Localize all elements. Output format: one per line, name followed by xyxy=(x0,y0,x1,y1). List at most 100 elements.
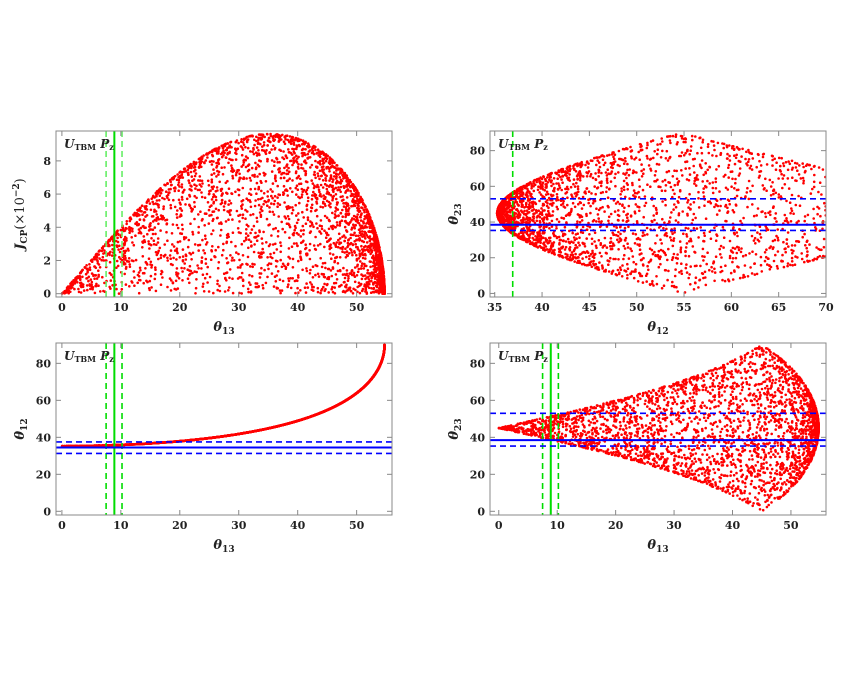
data-point xyxy=(216,151,220,154)
data-point xyxy=(84,272,88,276)
data-point xyxy=(663,251,667,255)
data-point xyxy=(249,213,252,217)
data-point xyxy=(345,174,349,177)
data-point xyxy=(569,167,572,171)
data-point xyxy=(792,212,795,215)
data-point xyxy=(742,273,745,277)
data-point xyxy=(325,187,329,191)
data-point xyxy=(682,154,686,157)
data-point xyxy=(274,179,278,183)
data-point xyxy=(152,239,156,242)
data-point xyxy=(116,264,120,268)
data-point xyxy=(214,207,218,211)
data-point xyxy=(722,175,726,178)
data-point xyxy=(558,184,561,187)
data-point xyxy=(115,259,119,263)
data-point xyxy=(148,225,151,228)
data-point xyxy=(197,157,201,161)
data-point xyxy=(356,221,360,224)
data-point xyxy=(143,205,146,208)
data-point xyxy=(305,269,309,273)
data-point xyxy=(659,262,662,266)
data-point xyxy=(109,287,112,290)
data-point xyxy=(70,280,74,284)
data-point xyxy=(538,215,542,219)
data-point xyxy=(319,163,322,166)
data-point xyxy=(131,230,134,233)
data-point xyxy=(684,266,688,270)
data-point xyxy=(238,172,241,176)
data-point xyxy=(725,145,729,149)
data-point xyxy=(212,172,216,175)
data-point xyxy=(210,180,214,184)
data-point xyxy=(540,177,544,181)
data-point xyxy=(173,189,177,193)
data-point xyxy=(154,232,157,236)
data-point xyxy=(330,160,333,164)
data-point xyxy=(76,276,80,280)
data-point xyxy=(272,285,276,288)
data-point xyxy=(747,179,751,183)
data-point xyxy=(128,285,131,288)
data-point xyxy=(751,203,754,206)
data-point xyxy=(689,145,693,148)
data-point xyxy=(669,236,672,239)
data-point xyxy=(591,249,594,253)
data-point xyxy=(174,279,178,283)
data-point xyxy=(275,286,279,290)
data-point xyxy=(345,250,349,253)
data-point xyxy=(697,190,700,194)
data-point xyxy=(366,245,369,249)
data-point xyxy=(238,258,241,262)
data-point xyxy=(688,173,692,176)
data-point xyxy=(629,145,632,149)
data-point xyxy=(240,207,244,210)
data-point xyxy=(194,168,197,172)
data-point xyxy=(320,227,324,231)
data-point xyxy=(343,172,346,176)
data-point xyxy=(221,192,224,196)
data-point xyxy=(195,184,198,188)
data-point xyxy=(340,168,344,172)
data-point xyxy=(245,135,248,139)
data-point xyxy=(350,192,354,196)
data-point xyxy=(759,263,763,267)
data-point xyxy=(288,223,291,227)
data-point xyxy=(156,237,160,240)
data-point xyxy=(724,264,727,268)
data-point xyxy=(703,234,706,237)
data-point xyxy=(148,288,151,292)
data-point xyxy=(276,196,279,199)
data-point xyxy=(242,163,245,167)
data-point xyxy=(331,198,334,202)
data-point xyxy=(652,204,655,208)
data-point xyxy=(321,206,325,209)
data-point xyxy=(260,137,264,141)
data-point xyxy=(169,257,172,261)
data-point xyxy=(161,276,164,279)
data-point xyxy=(270,148,273,151)
data-point xyxy=(176,226,180,230)
data-point xyxy=(158,246,162,250)
data-point xyxy=(276,161,280,164)
data-point xyxy=(215,166,218,169)
data-point xyxy=(684,226,688,230)
data-point xyxy=(261,133,265,137)
data-point xyxy=(784,160,788,164)
data-point xyxy=(680,169,683,172)
data-point xyxy=(319,192,322,196)
data-point xyxy=(742,216,745,220)
data-point xyxy=(684,160,687,164)
data-point xyxy=(252,250,256,254)
data-point xyxy=(255,239,259,242)
data-point xyxy=(136,281,139,285)
data-point xyxy=(156,192,159,195)
data-point xyxy=(123,229,127,232)
data-point xyxy=(201,182,204,185)
data-point xyxy=(617,248,620,251)
data-point xyxy=(591,176,595,180)
data-point xyxy=(291,147,294,151)
data-point xyxy=(756,207,760,210)
data-point xyxy=(363,204,367,207)
data-point xyxy=(678,271,681,274)
